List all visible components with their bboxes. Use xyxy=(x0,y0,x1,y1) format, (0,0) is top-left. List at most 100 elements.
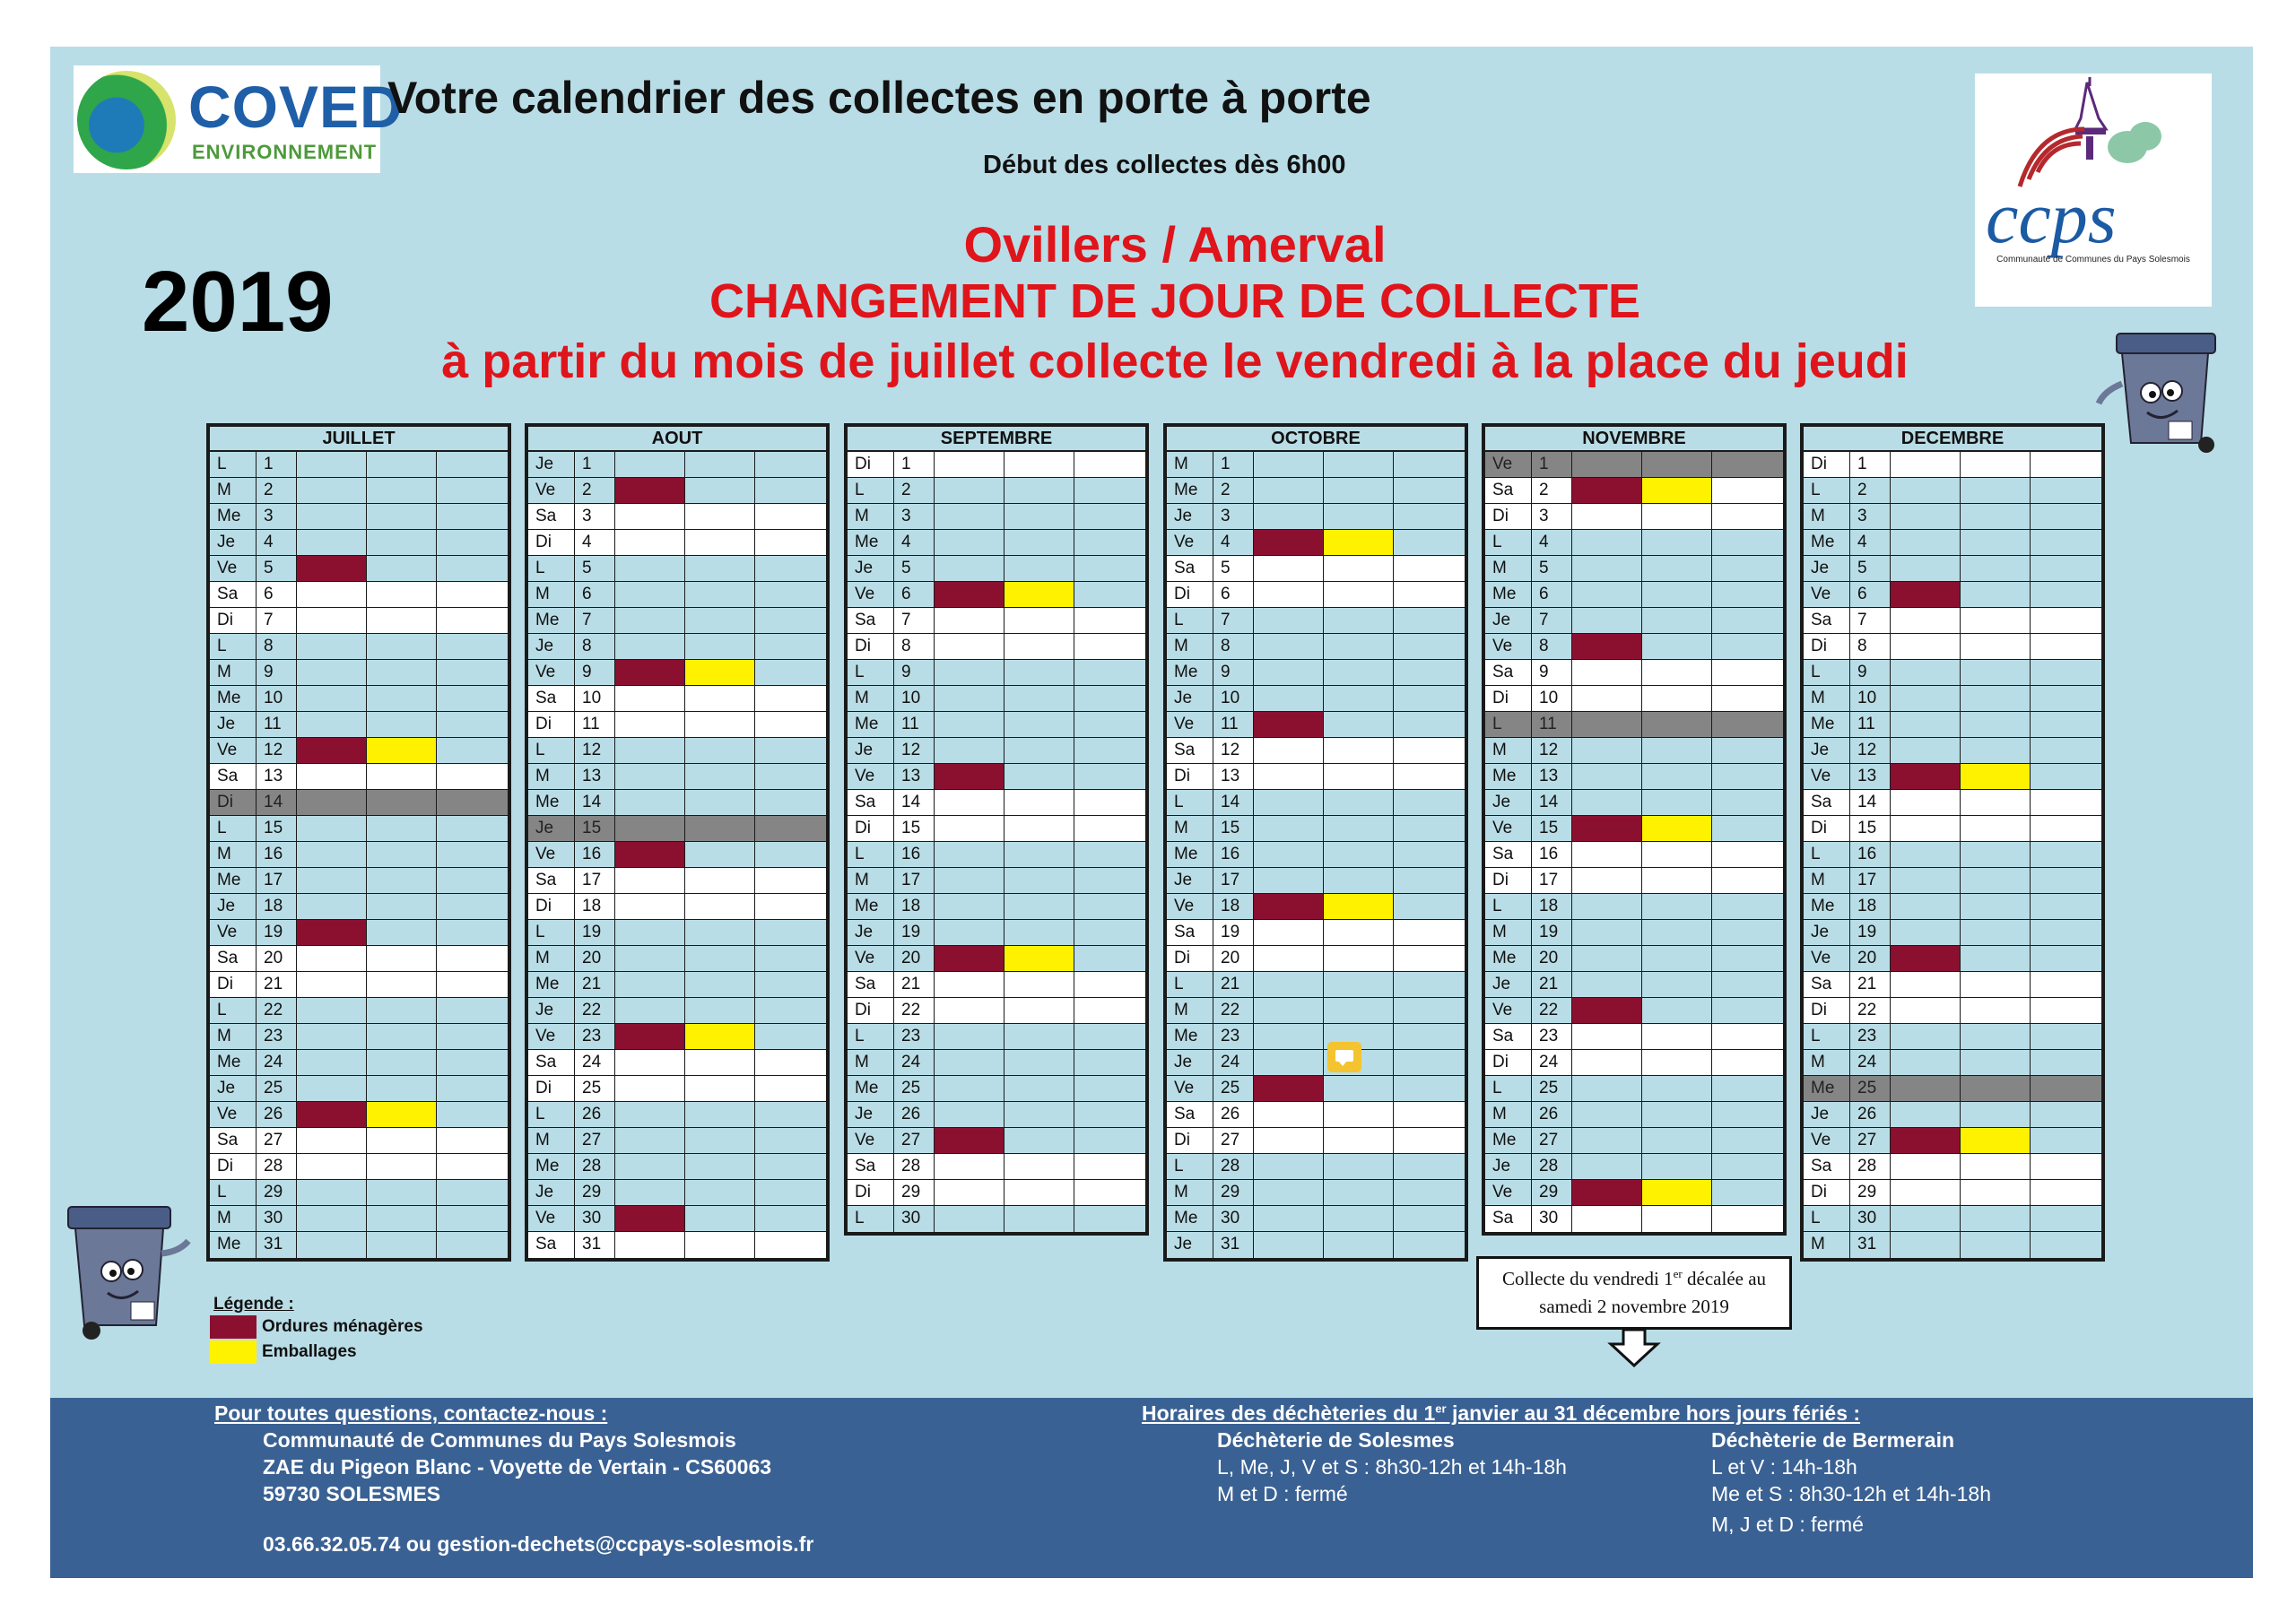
slot-ordures xyxy=(297,920,367,945)
day-row: Ve 27 xyxy=(848,1128,1145,1154)
slot-extra xyxy=(1712,842,1783,867)
day-name: Me xyxy=(1167,660,1213,685)
day-number: 9 xyxy=(894,660,935,685)
day-row: L 18 xyxy=(1485,894,1783,920)
legend-swatch-emballages xyxy=(210,1340,257,1364)
slot-ordures xyxy=(1891,842,1961,867)
slot-emballages xyxy=(1004,1050,1074,1075)
month-novembre: NOVEMBRE Ve 1 Sa 2 Di 3 L 4 M 5 Me 6 Je 7 Ve 8 Sa 9 Di 10 L 11… xyxy=(1482,423,1787,1236)
slot-emballages xyxy=(1642,530,1712,555)
slot-ordures xyxy=(1891,738,1961,763)
slot-ordures xyxy=(1891,972,1961,997)
slot-extra xyxy=(1074,452,1145,477)
slot-extra xyxy=(437,1076,508,1101)
day-number: 18 xyxy=(894,894,935,919)
day-name: Me xyxy=(848,1076,894,1101)
slot-extra xyxy=(2031,842,2101,867)
month-title: OCTOBRE xyxy=(1167,427,1465,452)
day-number: 21 xyxy=(1850,972,1891,997)
day-row: Sa 3 xyxy=(528,504,826,530)
day-name: M xyxy=(1167,816,1213,841)
day-number: 4 xyxy=(894,530,935,555)
day-number: 16 xyxy=(1532,842,1572,867)
slot-emballages xyxy=(1004,530,1074,555)
day-row: M 24 xyxy=(1804,1050,2101,1076)
slot-extra xyxy=(755,686,826,711)
site2-closed: M, J et D : fermé xyxy=(1711,1513,1864,1536)
day-number: 20 xyxy=(1213,946,1254,971)
slot-emballages xyxy=(367,1050,437,1075)
day-name: Me xyxy=(848,894,894,919)
slot-extra xyxy=(755,1050,826,1075)
day-name: Di xyxy=(1485,868,1532,893)
day-row: Me 6 xyxy=(1485,582,1783,608)
day-row: Je 25 xyxy=(210,1076,508,1102)
slot-extra xyxy=(437,972,508,997)
slot-ordures xyxy=(615,478,685,503)
day-name: Sa xyxy=(1804,972,1850,997)
slot-ordures xyxy=(1254,1206,1324,1231)
slot-emballages xyxy=(1961,1024,2031,1049)
day-row: Sa 14 xyxy=(1804,790,2101,816)
slot-emballages xyxy=(1642,1154,1712,1179)
slot-emballages xyxy=(367,972,437,997)
slot-ordures xyxy=(615,660,685,685)
slot-ordures xyxy=(1891,790,1961,815)
day-row: M 20 xyxy=(528,946,826,972)
slot-emballages xyxy=(1324,1180,1394,1205)
slot-emballages xyxy=(685,946,755,971)
month-septembre: SEPTEMBRE Di 1 L 2 M 3 Me 4 Je 5 Ve 6 Sa 7 Di 8 L 9 M 10 Me 11… xyxy=(844,423,1149,1236)
day-row: M 30 xyxy=(210,1206,508,1232)
day-number: 25 xyxy=(257,1076,297,1101)
slot-extra xyxy=(437,868,508,893)
slot-ordures xyxy=(1254,452,1324,477)
day-number: 4 xyxy=(257,530,297,555)
slot-extra xyxy=(1394,686,1465,711)
day-number: 26 xyxy=(257,1102,297,1127)
day-row: Je 26 xyxy=(1804,1102,2101,1128)
day-number: 9 xyxy=(1850,660,1891,685)
wheelie-bin-icon xyxy=(2095,333,2216,453)
slot-extra xyxy=(1394,868,1465,893)
slot-ordures xyxy=(297,790,367,815)
day-row: Je 21 xyxy=(1485,972,1783,998)
day-row: Je 19 xyxy=(1804,920,2101,946)
day-row: Di 29 xyxy=(848,1180,1145,1206)
day-number: 5 xyxy=(1850,556,1891,581)
day-row: M 13 xyxy=(528,764,826,790)
slot-emballages xyxy=(1324,452,1394,477)
day-row: Ve 26 xyxy=(210,1102,508,1128)
slot-ordures xyxy=(1254,1076,1324,1101)
slot-extra xyxy=(1394,608,1465,633)
slot-extra xyxy=(2031,764,2101,789)
slot-emballages xyxy=(1961,1232,2031,1258)
slot-extra xyxy=(1712,530,1783,555)
day-number: 6 xyxy=(1532,582,1572,607)
comment-icon[interactable] xyxy=(1327,1042,1361,1072)
slot-ordures xyxy=(1254,920,1324,945)
slot-emballages xyxy=(685,738,755,763)
day-row: Ve 2 xyxy=(528,478,826,504)
day-row: Je 12 xyxy=(848,738,1145,764)
slot-extra xyxy=(755,634,826,659)
day-row: Di 13 xyxy=(1167,764,1465,790)
slot-extra xyxy=(1394,764,1465,789)
day-number: 8 xyxy=(257,634,297,659)
slot-emballages xyxy=(1961,712,2031,737)
slot-extra xyxy=(755,972,826,997)
day-name: L xyxy=(210,1180,257,1205)
day-row: Je 8 xyxy=(528,634,826,660)
day-row: Sa 7 xyxy=(848,608,1145,634)
day-row: Sa 16 xyxy=(1485,842,1783,868)
slot-ordures xyxy=(297,582,367,607)
slot-extra xyxy=(1074,712,1145,737)
day-number: 17 xyxy=(1213,868,1254,893)
slot-emballages xyxy=(1004,842,1074,867)
day-name: Me xyxy=(210,686,257,711)
day-name: Ve xyxy=(1167,1076,1213,1101)
day-row: L 23 xyxy=(1804,1024,2101,1050)
contact-phone-email[interactable]: 03.66.32.05.74 ou gestion-dechets@ccpays… xyxy=(263,1532,814,1556)
slot-emballages xyxy=(367,1076,437,1101)
